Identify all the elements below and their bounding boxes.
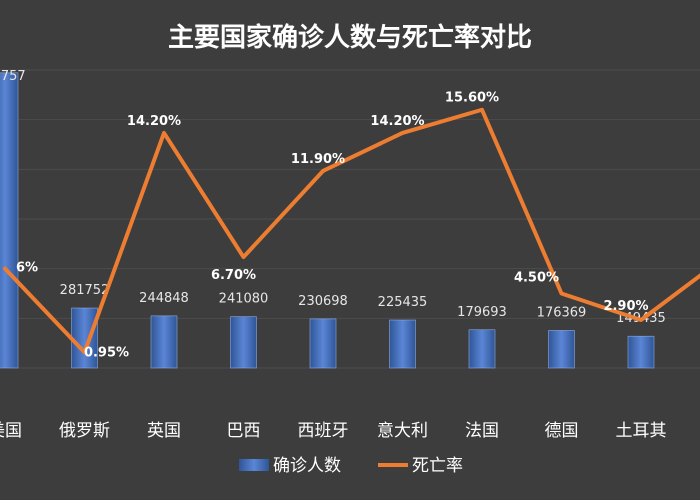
category-label: 德国 (545, 421, 579, 441)
category-label: 巴西 (227, 421, 261, 441)
category-label: 英国 (147, 421, 181, 441)
rate-value-label: 15.60% (445, 91, 499, 106)
bar-series (0, 72, 655, 369)
bar (548, 330, 575, 369)
rate-value-label: 11.90% (291, 152, 345, 167)
bar-value-label: 225435 (378, 295, 428, 310)
legend-bar-swatch (239, 459, 269, 471)
category-label: 意大利 (377, 421, 428, 441)
bar (468, 329, 496, 369)
rate-value-label: 6% (16, 261, 38, 276)
bar-value-label: 230698 (298, 294, 348, 309)
bar-value-label: 179693 (457, 305, 507, 320)
bar (150, 315, 178, 369)
rate-value-label: 4.50% (514, 271, 559, 286)
rate-line (3, 107, 700, 355)
rate-value-label: 14.20% (127, 114, 181, 129)
bar (627, 335, 655, 369)
bar-value-label: 241080 (219, 292, 269, 307)
bar-value-labels: 86757 281752 244848 241080 230698 225435 17969… (0, 69, 666, 326)
legend-line-label: 死亡率 (412, 456, 463, 476)
bar-value-label: 86757 (0, 69, 26, 84)
bar (230, 316, 257, 369)
bar (389, 319, 416, 369)
category-labels: 美国 俄罗斯 英国 巴西 西班牙 意大利 法国 德国 土耳其 (0, 421, 667, 441)
line-series (3, 107, 700, 355)
category-label: 法国 (465, 421, 499, 441)
category-label: 美国 (0, 421, 22, 441)
gridlines (0, 69, 700, 369)
bar-value-label: 244848 (139, 291, 189, 306)
rate-value-labels: 6% 0.95% 14.20% 6.70% 11.90% 14.20% 15.60% 4.50… (16, 91, 649, 361)
rate-value-label: 0.95% (84, 345, 129, 360)
rate-value-label: 6.70% (211, 268, 256, 283)
bar-value-label: 281752 (60, 283, 110, 298)
rate-value-label: 2.90% (603, 299, 648, 314)
bar (0, 72, 19, 369)
rate-value-label: 14.20% (370, 114, 424, 129)
bar (309, 318, 337, 369)
legend-bar-label: 确诊人数 (273, 456, 341, 476)
category-label: 土耳其 (616, 421, 667, 441)
category-label: 西班牙 (298, 421, 349, 441)
bar-value-label: 176369 (537, 305, 587, 320)
category-label: 俄罗斯 (59, 421, 110, 441)
legend: 确诊人数 死亡率 (239, 456, 463, 476)
chart-title: 主要国家确诊人数与死亡率对比 (168, 22, 532, 53)
